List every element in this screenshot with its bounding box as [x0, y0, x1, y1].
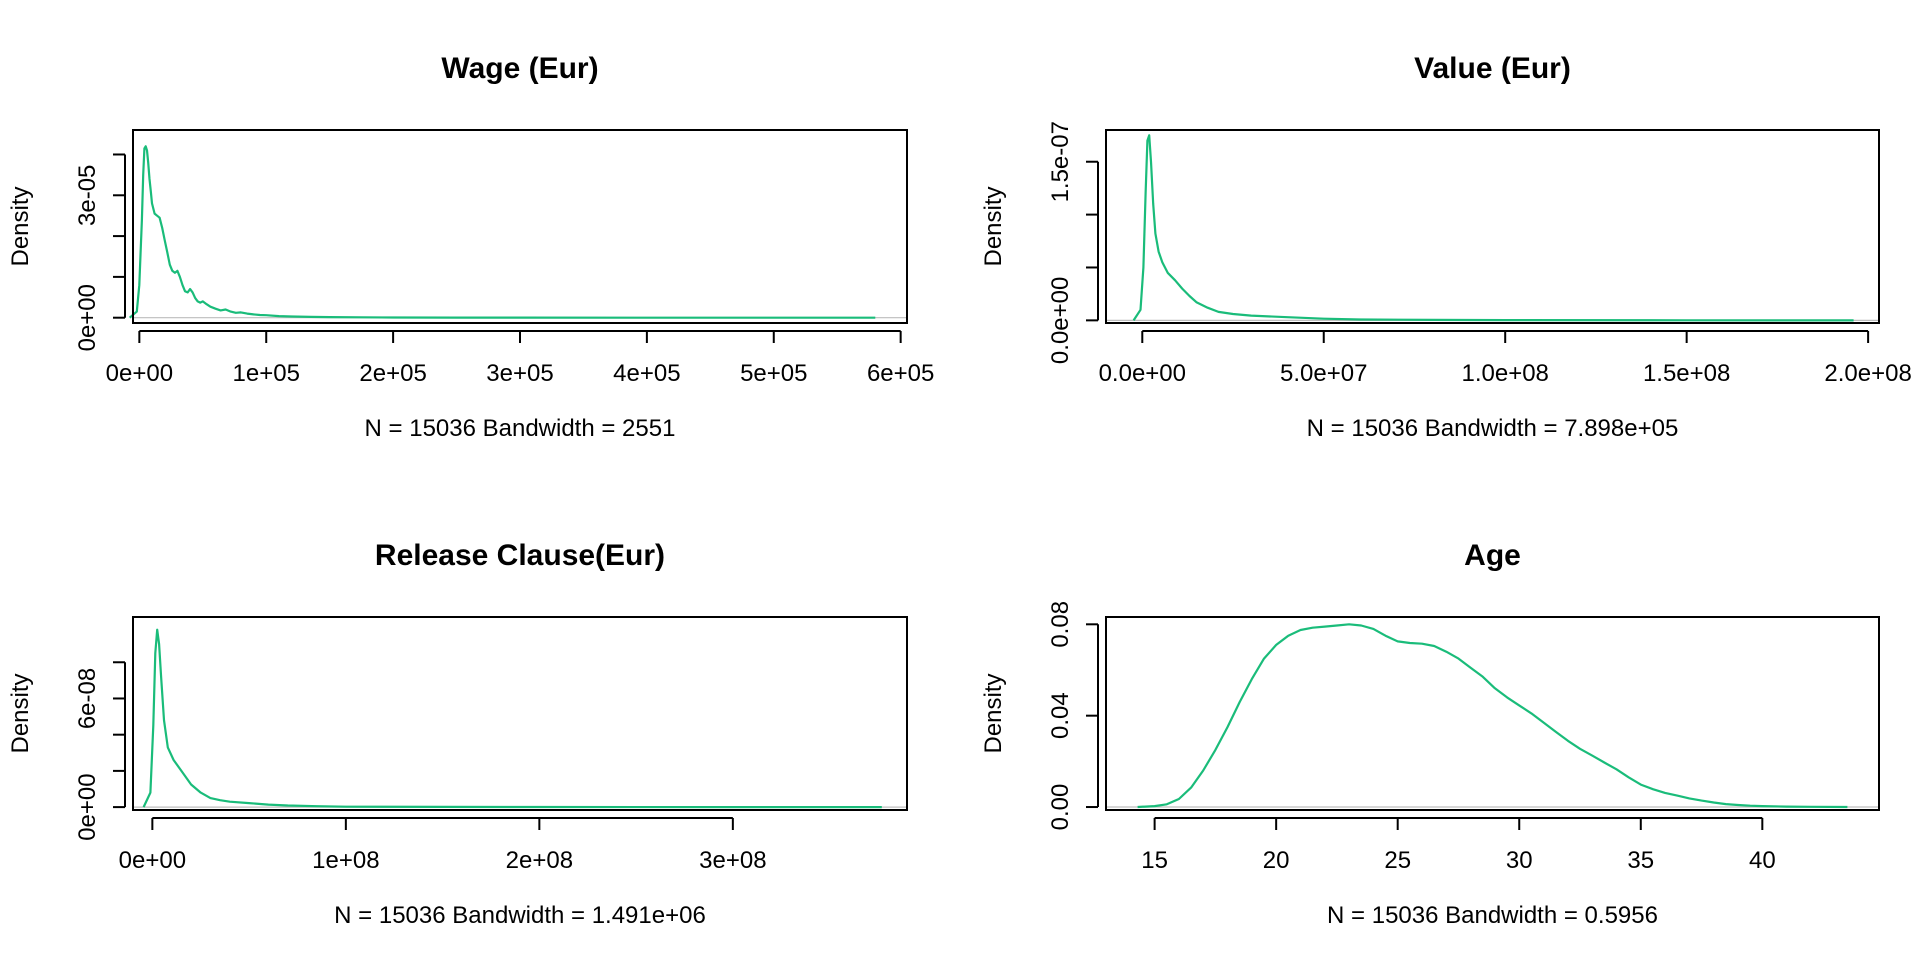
x-tick-label: 0e+00 [119, 847, 186, 874]
x-tick-label: 40 [1749, 847, 1776, 874]
x-tick-label: 15 [1141, 847, 1168, 874]
panel-title: Wage (Eur) [441, 52, 598, 85]
y-axis-label: Density [7, 673, 34, 753]
plot-frame [1105, 616, 1880, 811]
x-tick-label: 0e+00 [106, 360, 173, 387]
x-tick-label: 2e+08 [506, 847, 573, 874]
x-tick-label: 5e+05 [740, 360, 807, 387]
density-panel-1: Wage (Eur) N = 15036 Bandwidth = 2551 Dens… [7, 52, 934, 442]
y-tick-label: 1.5e-07 [1047, 121, 1074, 202]
x-tick-label: 20 [1263, 847, 1290, 874]
x-tick-label: 1e+05 [233, 360, 300, 387]
y-tick-label: 0.04 [1047, 692, 1074, 739]
density-curve [142, 628, 882, 809]
x-axis-label: N = 15036 Bandwidth = 0.5956 [1327, 902, 1658, 929]
x-tick-label: 4e+05 [613, 360, 680, 387]
x-axis-label: N = 15036 Bandwidth = 7.898e+05 [1307, 415, 1679, 442]
x-tick-label: 6e+05 [867, 360, 934, 387]
y-tick-label: 0e+00 [74, 284, 101, 351]
x-tick-label: 2.0e+08 [1824, 360, 1911, 387]
x-tick-label: 5.0e+07 [1280, 360, 1367, 387]
x-tick-label: 3e+05 [486, 360, 553, 387]
x-tick-label: 1e+08 [312, 847, 379, 874]
plot-frame [132, 129, 908, 324]
panel-title: Age [1464, 539, 1521, 572]
x-tick-label: 25 [1384, 847, 1411, 874]
plot-frame [1105, 129, 1880, 324]
panel-title: Value (Eur) [1414, 52, 1571, 85]
x-axis-label: N = 15036 Bandwidth = 2551 [365, 415, 676, 442]
x-tick-label: 3e+08 [699, 847, 766, 874]
y-axis-label: Density [980, 673, 1007, 753]
y-axis-label: Density [980, 186, 1007, 266]
density-panel-2: Value (Eur) N = 15036 Bandwidth = 7.898e+… [980, 52, 1912, 442]
x-tick-label: 1.5e+08 [1643, 360, 1730, 387]
density-curve [1137, 623, 1848, 809]
y-tick-label: 3e-05 [74, 165, 101, 226]
panel-title: Release Clause(Eur) [375, 539, 665, 572]
y-tick-label: 0.00 [1047, 784, 1074, 831]
x-tick-label: 30 [1506, 847, 1533, 874]
y-tick-label: 0.0e+00 [1047, 277, 1074, 364]
y-tick-label: 0.08 [1047, 601, 1074, 648]
y-tick-label: 0e+00 [74, 773, 101, 840]
x-tick-label: 2e+05 [359, 360, 426, 387]
x-tick-label: 35 [1627, 847, 1654, 874]
x-tick-label: 1.0e+08 [1461, 360, 1548, 387]
density-panel-4: Age N = 15036 Bandwidth = 0.5956 Density 15… [980, 539, 1880, 929]
x-tick-label: 0.0e+00 [1099, 360, 1186, 387]
y-tick-label: 6e-08 [74, 668, 101, 729]
density-curve [128, 145, 876, 319]
plot-frame [132, 616, 908, 811]
y-axis-label: Density [7, 186, 34, 266]
density-panel-3: Release Clause(Eur) N = 15036 Bandwidth =… [7, 539, 908, 929]
density-curve [1132, 134, 1854, 322]
x-axis-label: N = 15036 Bandwidth = 1.491e+06 [334, 902, 706, 929]
